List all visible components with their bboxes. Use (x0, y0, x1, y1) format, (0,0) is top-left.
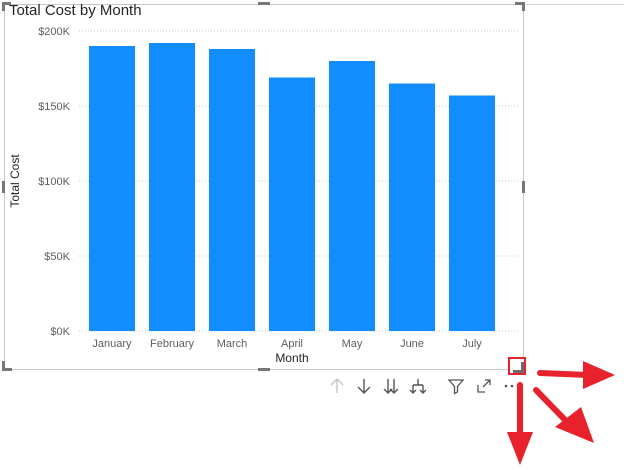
x-tick-label: June (400, 338, 424, 350)
selection-handle-top-left[interactable] (2, 2, 11, 5)
filter-icon[interactable] (446, 376, 466, 396)
bar-january (89, 46, 135, 331)
y-tick-label: $150K (38, 101, 70, 113)
x-tick-label: March (217, 338, 248, 350)
selection-handle-left[interactable] (2, 181, 5, 193)
y-tick-label: $200K (38, 26, 70, 38)
selection-handle-bottom[interactable] (258, 368, 270, 371)
x-axis-title: Month (275, 351, 308, 365)
selection-handle-top-left[interactable] (2, 2, 5, 11)
drill-up-icon[interactable] (327, 376, 347, 396)
bar-july (449, 95, 495, 331)
selection-handle-bottom-left[interactable] (2, 361, 5, 371)
bar-may (329, 61, 375, 331)
chart-title: Total Cost by Month (9, 2, 142, 19)
expand-hierarchy-icon[interactable] (408, 376, 428, 396)
expand-next-level-icon[interactable] (381, 376, 401, 396)
bar-april (269, 77, 315, 331)
selection-handle-top-right[interactable] (515, 2, 525, 5)
selection-handle-top[interactable] (258, 2, 270, 5)
x-tick-label: February (150, 338, 195, 350)
more-options-icon[interactable] (502, 378, 522, 398)
x-tick-label: July (462, 338, 482, 350)
bar-june (389, 83, 435, 331)
focus-mode-icon[interactable] (474, 376, 494, 396)
y-tick-label: $0K (50, 326, 70, 338)
canvas-divider (520, 4, 624, 5)
y-tick-label: $50K (44, 251, 70, 263)
y-axis-title: Total Cost (8, 154, 22, 208)
resize-grip-icon (513, 362, 524, 373)
drill-down-icon[interactable] (354, 376, 374, 396)
selection-handle-bottom-left[interactable] (2, 368, 12, 371)
bar-march (209, 49, 255, 331)
x-tick-label: January (92, 338, 132, 350)
selection-handle-right[interactable] (522, 181, 525, 193)
y-tick-label: $100K (38, 176, 70, 188)
resize-handle-bottom-right[interactable] (508, 357, 526, 375)
bar-february (149, 43, 195, 331)
x-tick-label: May (342, 338, 363, 350)
selection-handle-top-right[interactable] (522, 2, 525, 11)
x-tick-label: April (281, 338, 303, 350)
